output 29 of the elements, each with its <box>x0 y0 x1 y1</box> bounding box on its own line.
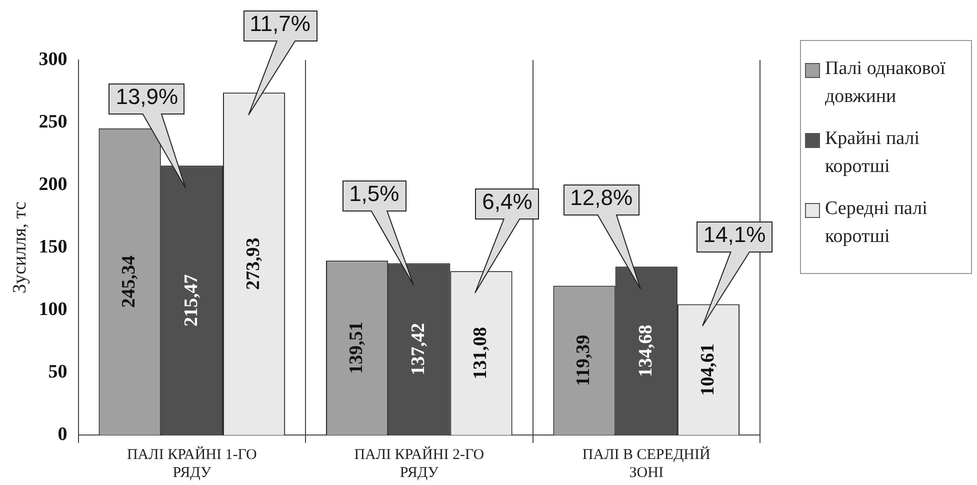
legend-label: Палі однакової довжини <box>825 57 946 109</box>
annotation: 13,9% <box>114 84 180 111</box>
annotation: 12,8% <box>569 184 634 212</box>
annotation: 1,5% <box>348 181 400 208</box>
data-label: 139,51 <box>346 322 367 374</box>
annotation: 6,4% <box>481 189 534 216</box>
legend-label: Середні палі коротші <box>825 197 928 249</box>
y-tick-label: 300 <box>38 48 68 70</box>
legend-label: Крайні палі коротші <box>825 127 920 179</box>
data-label: 137,42 <box>408 322 430 376</box>
y-axis-title: Зусилля, тс <box>9 202 30 294</box>
y-tick-label: 50 <box>48 361 68 382</box>
text: 11,7% <box>248 10 312 38</box>
x-tick-label: ПАЛІ КРАЙНІ 1-ГО РЯДУ <box>126 446 258 481</box>
data-label: 119,39 <box>573 334 594 386</box>
annotation: 14,1% <box>702 222 767 250</box>
data-label: 273,93 <box>242 238 264 290</box>
y-tick-label: 150 <box>38 236 68 258</box>
data-label: 134,68 <box>635 324 656 377</box>
x-tick-label: ПАЛІ КРАЙНІ 2-ГО РЯДУ <box>354 446 484 481</box>
data-label: 245,34 <box>118 255 140 308</box>
y-tick-label: 250 <box>38 111 68 132</box>
x-tick-label: ПАЛІ В СЕРЕДНІЙ ЗОНІ <box>582 446 710 481</box>
y-tick-label: 100 <box>38 298 68 320</box>
data-label: 131,08 <box>470 326 492 380</box>
y-tick-label: 200 <box>38 174 68 195</box>
data-label: 104,61 <box>697 343 718 396</box>
data-label: 215,47 <box>180 274 202 326</box>
y-tick-label: 0 <box>58 424 68 445</box>
